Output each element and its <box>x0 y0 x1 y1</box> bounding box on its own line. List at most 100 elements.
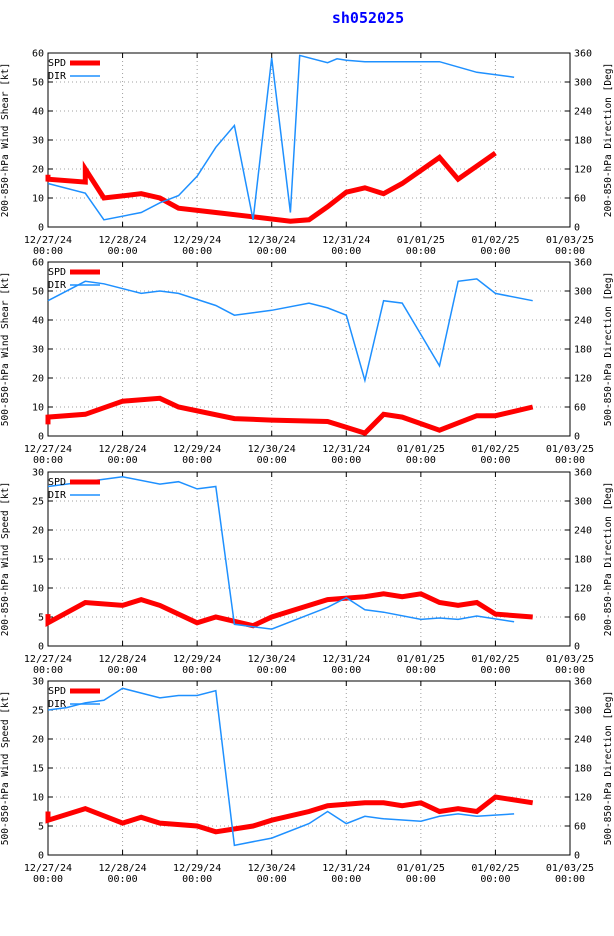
x-tick-date-label: 12/29/24 <box>173 863 221 874</box>
y2-tick-label: 120 <box>574 584 592 595</box>
y2-axis-title: 500-850-hPa Direction [Deg] <box>603 272 614 426</box>
y2-tick-label: 0 <box>574 223 580 234</box>
x-tick-date-label: 12/30/24 <box>248 863 296 874</box>
x-tick-date-label: 12/31/24 <box>322 654 370 665</box>
x-tick-date-label: 12/30/24 <box>248 235 296 246</box>
spd-series-line <box>45 151 497 224</box>
y2-axis-title: 200-850-hPa Direction [Deg] <box>603 63 614 217</box>
legend-label-spd: SPD <box>48 477 66 488</box>
y-axis-title: 500-850-hPa Wind Shear [kt] <box>0 272 11 426</box>
y-tick-label: 30 <box>32 677 44 688</box>
x-tick-time-label: 00:00 <box>182 246 212 257</box>
chart-panel-2: 010203040506006012018024030036012/27/240… <box>0 258 614 467</box>
x-tick-date-label: 01/02/25 <box>471 235 519 246</box>
x-tick-date-label: 01/01/25 <box>397 863 445 874</box>
x-tick-time-label: 00:00 <box>555 874 585 885</box>
y-tick-label: 0 <box>38 223 44 234</box>
y-tick-label: 40 <box>32 316 44 327</box>
y-tick-label: 20 <box>32 165 44 176</box>
legend-label-dir: DIR <box>48 280 67 291</box>
y2-tick-label: 60 <box>574 822 586 833</box>
x-tick-time-label: 00:00 <box>331 665 361 676</box>
y-tick-label: 30 <box>32 468 44 479</box>
x-tick-time-label: 00:00 <box>480 665 510 676</box>
x-tick-time-label: 00:00 <box>480 874 510 885</box>
y2-tick-label: 360 <box>574 258 592 269</box>
y-tick-label: 0 <box>38 851 44 862</box>
y-tick-label: 15 <box>32 555 44 566</box>
dir-series-line <box>47 476 515 630</box>
x-tick-time-label: 00:00 <box>331 246 361 257</box>
page-title: sh052025 <box>331 9 405 27</box>
y-tick-label: 10 <box>32 403 44 414</box>
y2-tick-label: 120 <box>574 165 592 176</box>
y2-tick-label: 0 <box>574 851 580 862</box>
chart-panel-3: 05101520253006012018024030036012/27/2400… <box>0 468 614 677</box>
y2-tick-label: 300 <box>574 287 592 298</box>
x-tick-date-label: 12/27/24 <box>24 235 72 246</box>
y-axis-title: 200-850-hPa Wind Speed [kt] <box>0 482 11 636</box>
y2-tick-label: 180 <box>574 764 592 775</box>
dir-series-line <box>47 278 533 384</box>
y2-tick-label: 360 <box>574 468 592 479</box>
x-tick-date-label: 12/30/24 <box>248 654 296 665</box>
x-tick-time-label: 00:00 <box>182 665 212 676</box>
x-tick-date-label: 01/02/25 <box>471 654 519 665</box>
y2-tick-label: 180 <box>574 345 592 356</box>
y-tick-label: 20 <box>32 735 44 746</box>
y-tick-label: 25 <box>32 706 44 717</box>
x-tick-time-label: 00:00 <box>555 455 585 466</box>
y-tick-label: 10 <box>32 194 44 205</box>
y-tick-label: 10 <box>32 584 44 595</box>
x-tick-date-label: 12/30/24 <box>248 444 296 455</box>
y2-tick-label: 360 <box>574 677 592 688</box>
y-tick-label: 0 <box>38 432 44 443</box>
x-tick-date-label: 12/27/24 <box>24 863 72 874</box>
x-tick-date-label: 01/01/25 <box>397 654 445 665</box>
dir-series-line <box>47 687 515 847</box>
x-tick-date-label: 01/01/25 <box>397 444 445 455</box>
x-tick-time-label: 00:00 <box>257 665 287 676</box>
x-tick-time-label: 00:00 <box>406 246 436 257</box>
y-axis-title: 200-850-hPa Wind Shear [kt] <box>0 63 11 217</box>
y-tick-label: 10 <box>32 793 44 804</box>
x-tick-date-label: 12/31/24 <box>322 444 370 455</box>
y2-tick-label: 240 <box>574 526 592 537</box>
x-tick-date-label: 01/03/25 <box>546 235 594 246</box>
y2-tick-label: 0 <box>574 432 580 443</box>
x-tick-date-label: 01/01/25 <box>397 235 445 246</box>
y-tick-label: 50 <box>32 78 44 89</box>
x-tick-time-label: 00:00 <box>257 246 287 257</box>
y2-tick-label: 60 <box>574 613 586 624</box>
y2-tick-label: 0 <box>574 642 580 653</box>
x-tick-time-label: 00:00 <box>257 874 287 885</box>
x-tick-time-label: 00:00 <box>331 455 361 466</box>
x-tick-date-label: 12/29/24 <box>173 235 221 246</box>
legend-label-dir: DIR <box>48 71 67 82</box>
y2-tick-label: 120 <box>574 793 592 804</box>
x-tick-time-label: 00:00 <box>33 455 63 466</box>
y-tick-label: 60 <box>32 49 44 60</box>
y2-tick-label: 60 <box>574 194 586 205</box>
x-tick-time-label: 00:00 <box>406 874 436 885</box>
y-tick-label: 60 <box>32 258 44 269</box>
x-tick-time-label: 00:00 <box>257 455 287 466</box>
x-tick-date-label: 01/02/25 <box>471 444 519 455</box>
y2-tick-label: 300 <box>574 497 592 508</box>
y2-tick-label: 180 <box>574 136 592 147</box>
spd-series-line <box>45 591 533 629</box>
x-tick-date-label: 12/31/24 <box>322 235 370 246</box>
y-tick-label: 5 <box>38 613 44 624</box>
x-tick-time-label: 00:00 <box>33 665 63 676</box>
y-tick-label: 50 <box>32 287 44 298</box>
dir-series-line <box>47 54 515 221</box>
y2-axis-title: 500-850-hPa Direction [Deg] <box>603 691 614 845</box>
x-tick-time-label: 00:00 <box>480 246 510 257</box>
y2-tick-label: 180 <box>574 555 592 566</box>
y2-tick-label: 120 <box>574 374 592 385</box>
y2-tick-label: 240 <box>574 107 592 118</box>
y2-axis-title: 200-850-hPa Direction [Deg] <box>603 482 614 636</box>
x-tick-date-label: 01/03/25 <box>546 654 594 665</box>
x-tick-time-label: 00:00 <box>182 874 212 885</box>
y-tick-label: 30 <box>32 136 44 147</box>
